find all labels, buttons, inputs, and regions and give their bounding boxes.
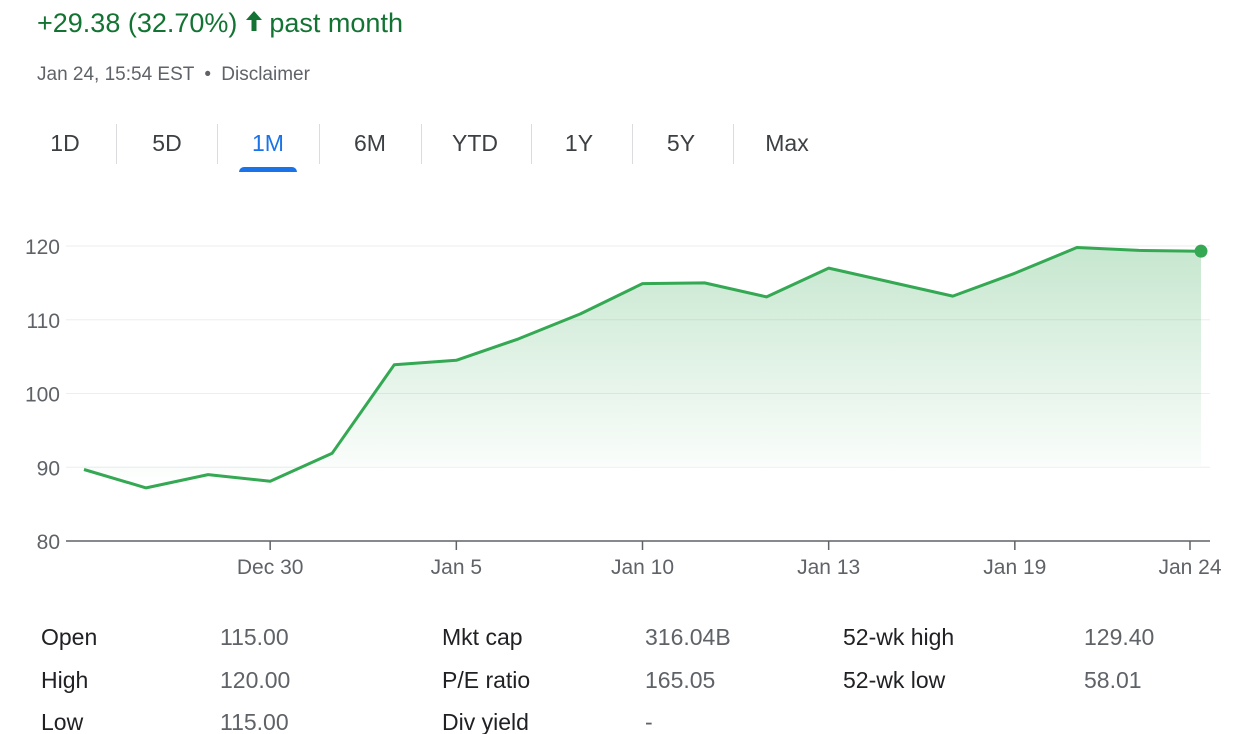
tab-5y[interactable]: 5Y [650,122,712,172]
stat-label: High [41,667,89,693]
tab-divider [421,124,422,164]
tab-1y[interactable]: 1Y [548,122,610,172]
area-fill [84,247,1201,488]
tab-label: Max [765,130,809,156]
stat-value: 120.00 [220,667,291,693]
y-tick-label: 120 [25,236,60,259]
tab-label: 6M [354,130,386,156]
x-tick-label: Jan 13 [797,556,860,579]
price-change-period: past month [269,8,403,38]
stat-label: P/E ratio [442,667,531,693]
tab-label: 5D [152,130,182,156]
stat-label: Mkt cap [442,624,523,650]
x-tick-label: Jan 24 [1158,556,1221,579]
up-arrow-icon [245,8,263,39]
tab-divider [632,124,633,164]
price-change: +29.38 (32.70%) past month [37,8,403,39]
tab-label: 5Y [666,130,696,156]
current-price-dot [1194,244,1208,258]
timestamp: Jan 24, 15:54 EST [37,64,195,85]
x-tick-label: Jan 5 [431,556,482,579]
price-line [83,246,1202,490]
tab-label: 1D [50,130,80,156]
stat-value: 115.00 [220,624,289,650]
price-chart: 120 110 100 90 80 Dec 30 Jan 5 Jan 10 Jan 13 Jan … [25,236,1222,579]
disclaimer-link[interactable]: Disclaimer [221,64,310,85]
tab-1m[interactable]: 1M [239,122,297,172]
x-tick-label: Jan 10 [611,556,674,579]
stat-label: Low [41,709,84,734]
stat-value: 129.40 [1084,624,1155,650]
stat-value: 58.01 [1084,667,1142,693]
timestamp-line: Jan 24, 15:54 EST • Disclaimer [37,64,310,86]
y-tick-label: 90 [37,457,60,480]
tab-label: YTD [452,130,498,156]
stat-value: - [645,709,653,734]
tab-5d[interactable]: 5D [136,122,198,172]
stat-label: 52-wk high [843,624,955,650]
stat-label: Open [41,624,98,650]
tab-divider [319,124,320,164]
tab-label: 1Y [564,130,594,156]
tab-6m[interactable]: 6M [339,122,401,172]
tab-label: 1M [252,130,284,156]
stat-value: 165.05 [645,667,716,693]
x-tick-label: Dec 30 [237,556,304,579]
key-stats-table: Open 115.00 Mkt cap 316.04B 52-wk high 129.40… [0,612,1246,734]
separator-dot: • [204,64,211,85]
tab-max[interactable]: Max [752,122,822,172]
stat-label: 52-wk low [843,667,946,693]
y-tick-label: 110 [27,310,60,333]
stat-value: 316.04B [645,624,731,650]
tab-divider [733,124,734,164]
active-tab-indicator [239,167,297,172]
tab-divider [217,124,218,164]
tab-ytd[interactable]: YTD [440,122,510,172]
stat-label: Div yield [442,709,529,734]
tab-1d[interactable]: 1D [34,122,96,172]
x-tick-label: Jan 19 [983,556,1046,579]
tab-divider [531,124,532,164]
y-tick-label: 100 [25,384,60,407]
stat-value: 115.00 [220,709,289,734]
tab-divider [116,124,117,164]
price-change-value: +29.38 (32.70%) [37,8,238,38]
range-tabs: 1D 5D 1M 6M YTD 1Y 5Y Max [14,122,850,172]
y-tick-label: 80 [37,531,60,554]
